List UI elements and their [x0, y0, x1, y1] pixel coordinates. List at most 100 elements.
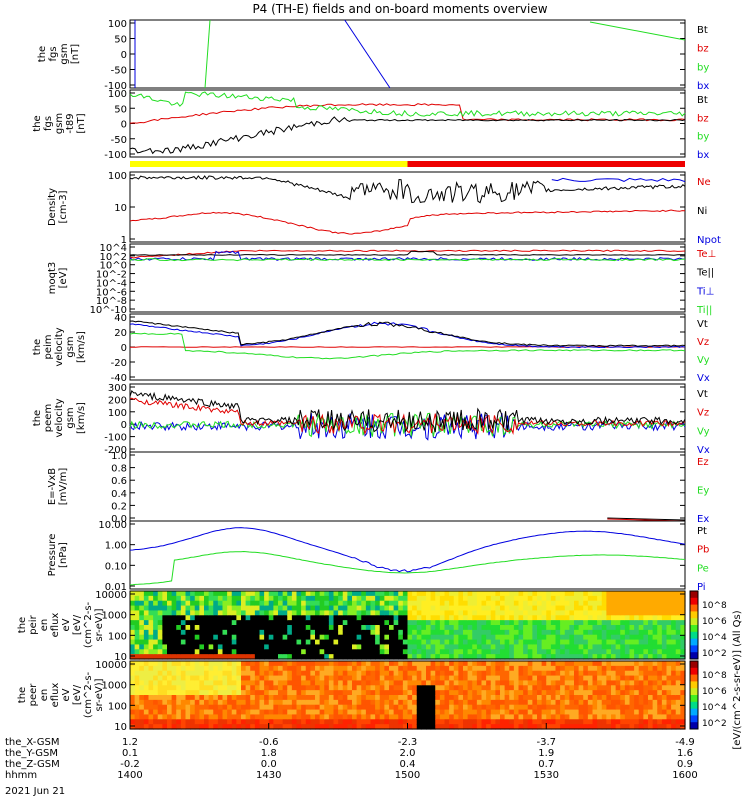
heatmap-cell [675, 680, 681, 686]
heatmap-cell [227, 724, 233, 730]
heatmap-cell [157, 649, 163, 655]
heatmap-cell [231, 591, 237, 597]
heatmap-cell [476, 649, 483, 655]
heatmap-cell [190, 595, 196, 602]
heatmap-cell [606, 670, 612, 677]
heatmap-cell [583, 600, 589, 607]
heatmap-cell [416, 685, 422, 691]
heatmap-cell [439, 670, 446, 677]
heatmap-cell [564, 661, 570, 667]
heatmap-cell [675, 709, 681, 716]
heatmap-cell [620, 649, 626, 655]
heatmap-cell [222, 634, 228, 641]
heatmap-cell [490, 625, 496, 631]
heatmap-cell [523, 634, 529, 641]
heatmap-cell [481, 690, 487, 696]
heatmap-cell [490, 704, 496, 711]
heatmap-cell [398, 629, 404, 636]
heatmap-cell [236, 615, 242, 621]
heatmap-cell [601, 615, 607, 621]
heatmap-cell [643, 610, 649, 616]
heatmap-cell [430, 704, 436, 711]
series-vt [129, 320, 686, 347]
heatmap-cell [375, 675, 381, 682]
heatmap-cell [153, 615, 159, 621]
heatmap-cell [167, 591, 173, 597]
heatmap-cell [652, 680, 658, 686]
heatmap-cell [222, 615, 228, 621]
heatmap-cell [361, 615, 367, 621]
heatmap-cell [439, 724, 446, 730]
heatmap-cell [495, 724, 501, 730]
heatmap-cell [296, 699, 302, 706]
heatmap-cell [361, 719, 367, 725]
heatmap-cell [412, 605, 418, 612]
heatmap-cell [643, 661, 649, 667]
heatmap-cell [657, 634, 663, 641]
y-tick-label: -100 [104, 150, 127, 161]
heatmap-cell [379, 649, 385, 655]
heatmap-cell [412, 690, 418, 696]
heatmap-cell [259, 629, 265, 636]
heatmap-cell [611, 600, 617, 607]
heatmap-cell [245, 699, 251, 706]
heatmap-cell [241, 644, 247, 650]
heatmap-cell [241, 699, 247, 706]
heatmap-cell [467, 600, 473, 607]
heatmap-cell [171, 595, 177, 602]
heatmap-cell [606, 629, 612, 636]
heatmap-cell [153, 634, 159, 641]
heatmap-cell [282, 639, 288, 646]
heatmap-cell [657, 714, 663, 720]
heatmap-cell [361, 695, 367, 701]
heatmap-cell [301, 595, 307, 602]
heatmap-cell [278, 714, 284, 720]
heatmap-cell [661, 675, 668, 682]
heatmap-cell [421, 649, 427, 655]
heatmap-cell [333, 665, 339, 672]
heatmap-cell [537, 695, 543, 701]
heatmap-cell [412, 649, 418, 655]
heatmap-cell [560, 595, 566, 602]
heatmap-cell [301, 625, 307, 631]
heatmap-cell [148, 649, 154, 655]
heatmap-cell [583, 665, 589, 672]
heatmap-cell [282, 654, 288, 660]
heatmap-cell [305, 709, 311, 716]
heatmap-cell [157, 685, 163, 691]
colorbar-frame [689, 660, 699, 730]
heatmap-cell [208, 600, 214, 607]
heatmap-cell [402, 595, 409, 602]
heatmap-cell [578, 605, 584, 612]
heatmap-cell [518, 661, 524, 667]
heatmap-cell [287, 675, 293, 682]
heatmap-cell [361, 591, 367, 597]
heatmap-cell [167, 644, 173, 650]
heatmap-cell [398, 661, 404, 667]
heatmap-cell [611, 639, 617, 646]
heatmap-cell [444, 670, 450, 677]
heatmap-cell [375, 724, 381, 730]
heatmap-cell [500, 690, 506, 696]
heatmap-cell [560, 600, 566, 607]
heatmap-cell [532, 695, 538, 701]
heatmap-cell [282, 595, 288, 602]
heatmap-cell [532, 644, 538, 650]
heatmap-cell [578, 699, 584, 706]
heatmap-cell [171, 704, 177, 711]
heatmap-cell [426, 680, 432, 686]
heatmap-cell [560, 724, 566, 730]
heatmap-cell [157, 634, 163, 641]
heatmap-cell [167, 639, 173, 646]
heatmap-cell [606, 680, 612, 686]
heatmap-cell [204, 654, 210, 660]
heatmap-cell [624, 680, 631, 686]
heatmap-cell [578, 724, 584, 730]
heatmap-cell [185, 685, 191, 691]
heatmap-cell [393, 600, 399, 607]
heatmap-cell [583, 615, 589, 621]
heatmap-cell [587, 591, 594, 597]
heatmap-cell [402, 620, 409, 626]
heatmap-cell [634, 620, 640, 626]
heatmap-cell [180, 600, 187, 607]
